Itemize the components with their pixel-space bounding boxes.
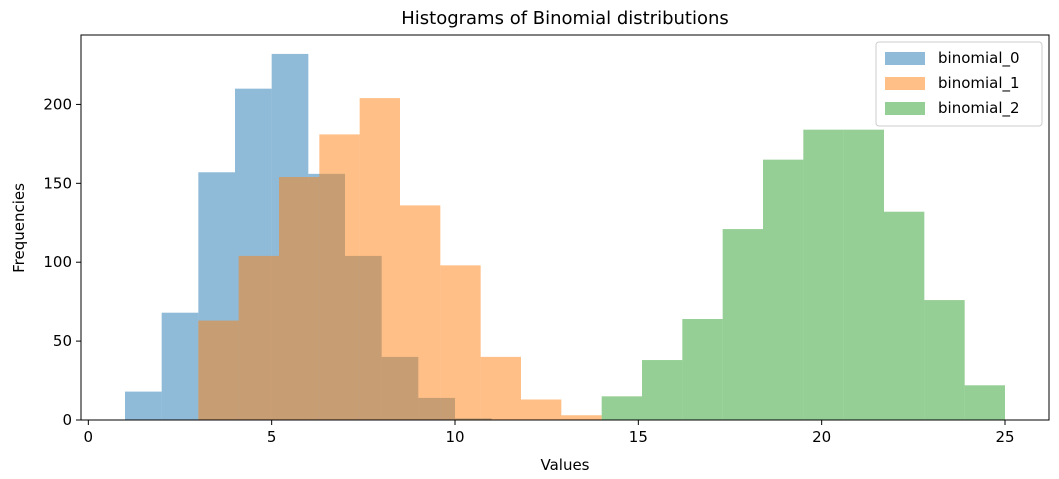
bar-binomial_2-8 (924, 300, 965, 420)
x-tick-label-20: 20 (812, 428, 831, 446)
bar-binomial_1-7 (480, 356, 521, 420)
legend-swatch-binomial_2 (885, 102, 925, 115)
legend-swatch-binomial_0 (885, 52, 925, 65)
x-tick-label-15: 15 (629, 428, 648, 446)
x-tick-label-0: 0 (84, 428, 94, 446)
bar-binomial_2-9 (964, 385, 1005, 420)
bar-binomial_2-7 (884, 211, 925, 420)
bar-binomial_2-0 (601, 396, 642, 420)
bar-binomial_2-3 (722, 229, 763, 420)
chart-title: Histograms of Binomial distributions (401, 8, 729, 29)
bar-binomial_1-2 (279, 177, 320, 420)
legend-label-binomial_2: binomial_2 (938, 99, 1020, 118)
y-tick-label-150: 150 (43, 174, 72, 192)
bar-binomial_1-9 (561, 415, 602, 420)
series-binomial_1 (198, 98, 602, 421)
legend-label-binomial_1: binomial_1 (938, 74, 1020, 93)
bars-layer (125, 53, 1005, 421)
x-axis-title: Values (540, 456, 589, 474)
bar-binomial_2-2 (682, 319, 723, 420)
bar-binomial_1-1 (238, 255, 279, 420)
bar-binomial_2-6 (843, 129, 884, 421)
bar-binomial_2-1 (642, 360, 683, 420)
bar-binomial_0-1 (161, 312, 199, 420)
bar-binomial_1-8 (521, 399, 562, 420)
y-tick-label-200: 200 (43, 95, 72, 113)
legend: binomial_0 binomial_1 binomial_2 (875, 41, 1043, 127)
legend-swatch-binomial_1 (885, 77, 925, 90)
y-axis-title: Frequencies (10, 183, 28, 273)
y-axis: 0 50 100 150 200 (43, 95, 81, 429)
legend-label-binomial_0: binomial_0 (938, 49, 1020, 68)
bar-binomial_0-0 (125, 391, 162, 420)
bar-binomial_1-4 (359, 98, 400, 421)
bar-binomial_2-5 (803, 129, 844, 421)
y-tick-label-0: 0 (62, 411, 72, 429)
y-tick-label-100: 100 (43, 253, 72, 271)
bar-binomial_1-3 (319, 134, 360, 420)
bar-binomial_2-4 (763, 159, 804, 420)
x-tick-label-10: 10 (445, 428, 464, 446)
bar-binomial_1-5 (400, 205, 441, 420)
x-tick-label-25: 25 (995, 428, 1014, 446)
y-tick-label-50: 50 (53, 332, 72, 350)
x-tick-label-5: 5 (267, 428, 277, 446)
series-binomial_2 (601, 129, 1005, 421)
bar-binomial_1-0 (198, 320, 239, 420)
bar-binomial_1-6 (440, 265, 481, 420)
plot-frame (80, 34, 1050, 421)
x-axis: 0 5 10 15 20 25 (84, 420, 1015, 446)
